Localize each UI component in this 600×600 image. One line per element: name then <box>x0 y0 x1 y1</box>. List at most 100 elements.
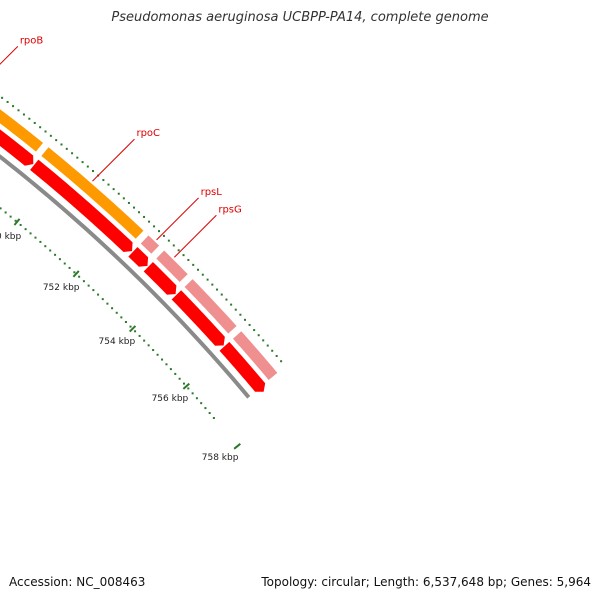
tick-dot <box>147 344 150 347</box>
tick-dot <box>230 303 233 306</box>
gene-leader-line <box>0 46 19 65</box>
tick-dot <box>115 311 118 314</box>
tick-dot <box>156 353 159 356</box>
accession-text: Accession: NC_008463 <box>9 575 146 589</box>
rrna-feature <box>0 108 45 153</box>
tick-dot <box>111 307 114 310</box>
tick-dot <box>200 402 203 405</box>
tick-dot <box>0 207 2 210</box>
tick-dot <box>262 339 265 342</box>
tick-dot <box>138 211 141 214</box>
tick-dot <box>275 354 278 357</box>
tick-dot <box>162 234 165 237</box>
tick-dot <box>124 320 127 323</box>
tick-dot <box>122 197 125 200</box>
tick-dot <box>153 225 156 228</box>
gene-leader-line <box>156 197 199 241</box>
tick-dot <box>54 253 57 256</box>
tick-dot <box>197 268 200 271</box>
tick-dot <box>172 244 175 247</box>
tick-dot <box>39 126 42 129</box>
tick-dot <box>19 223 22 226</box>
cds-feature <box>28 158 134 253</box>
gene-label-rpoB: rpoB <box>20 35 44 46</box>
tick-dot <box>86 165 89 168</box>
tick-dot <box>97 293 100 296</box>
tick-dot <box>248 323 251 326</box>
tick-dot <box>9 215 12 218</box>
tick-dot <box>165 363 168 366</box>
tick-label: 750 kbp <box>0 232 21 242</box>
tick-dot <box>49 249 52 252</box>
tick-dot <box>81 161 84 164</box>
gene-feature <box>155 249 189 284</box>
tick-dot <box>161 358 164 361</box>
major-tick <box>72 270 80 278</box>
tick-dot <box>169 368 172 371</box>
tick-dot <box>191 392 194 395</box>
tick-dot <box>71 152 74 155</box>
tick-dot <box>44 245 47 248</box>
tick-dot <box>112 188 115 191</box>
tick-label: 752 kbp <box>43 283 80 293</box>
gene-leader-line <box>92 138 135 182</box>
tick-dot <box>243 318 246 321</box>
gene-feature <box>231 330 279 382</box>
tick-dot <box>187 258 190 261</box>
tick-dot <box>132 206 135 209</box>
major-tick <box>233 443 241 450</box>
gene-feature <box>139 234 161 255</box>
tick-dot <box>107 183 110 186</box>
tick-label: 756 kbp <box>152 394 189 404</box>
cds-feature <box>0 128 35 167</box>
tick-dot <box>225 298 228 301</box>
tick-dot <box>65 147 68 150</box>
tick-dot <box>44 130 47 133</box>
tick-dot <box>33 121 36 124</box>
tick-dot <box>216 288 219 291</box>
tick-dot <box>271 349 274 352</box>
tick-label: 758 kbp <box>202 453 239 463</box>
tick-dot <box>60 143 63 146</box>
tick-dot <box>39 240 42 243</box>
gene-leader-line <box>174 214 217 258</box>
tick-dot <box>208 412 211 415</box>
tick-dot <box>6 100 9 103</box>
cds-feature <box>170 289 226 347</box>
tick-dot <box>92 289 95 292</box>
tick-dot <box>73 271 76 274</box>
tick-dot <box>78 275 81 278</box>
tick-dot <box>120 316 123 319</box>
tick-dot <box>143 339 146 342</box>
tick-dot <box>102 179 105 182</box>
tick-dot <box>192 263 195 266</box>
tick-dot <box>24 228 27 231</box>
tick-dot <box>206 278 209 281</box>
gene-label-rpsG: rpsG <box>218 204 241 215</box>
tick-dot <box>234 308 237 311</box>
tick-dot <box>253 329 256 332</box>
tick-dot <box>49 134 52 137</box>
major-tick <box>182 382 190 390</box>
tick-dot <box>117 192 120 195</box>
tick-dot <box>201 273 204 276</box>
cds-feature <box>218 340 267 393</box>
tick-dot <box>177 249 180 252</box>
tick-dot <box>174 372 177 375</box>
tick-dot <box>157 230 160 233</box>
tick-label: 754 kbp <box>99 337 136 347</box>
gene-feature <box>183 277 238 335</box>
tick-dot <box>134 330 137 333</box>
tick-dot <box>68 266 71 269</box>
tick-dot <box>204 407 207 410</box>
tick-dot <box>14 219 17 222</box>
tick-dot <box>152 349 155 352</box>
cds-feature <box>127 245 149 268</box>
tick-dot <box>138 334 141 337</box>
tick-dot <box>92 170 95 173</box>
tick-dot <box>178 377 181 380</box>
feature-tracks <box>0 108 279 399</box>
tick-dot <box>195 397 198 400</box>
